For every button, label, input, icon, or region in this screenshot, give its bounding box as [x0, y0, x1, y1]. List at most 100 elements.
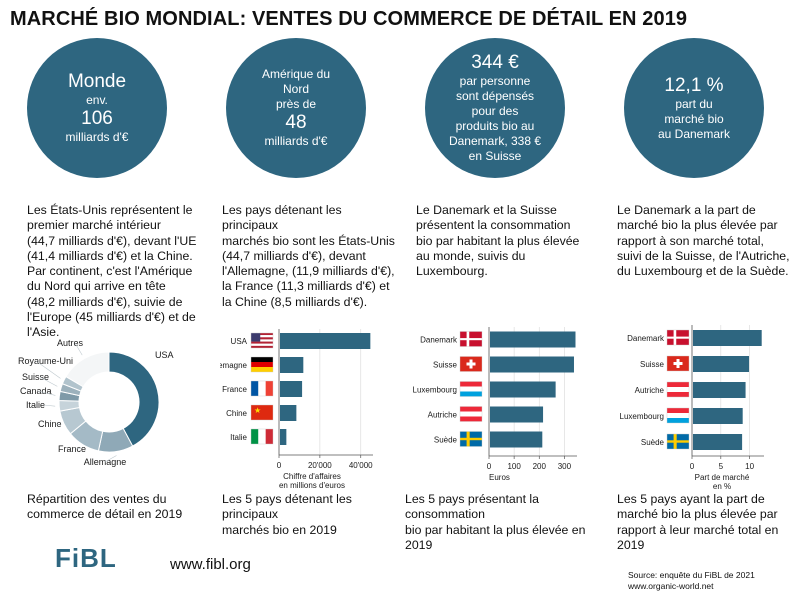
bar-france — [280, 381, 303, 397]
flag-sweden-icon — [459, 431, 483, 447]
flag-switzerland-icon — [666, 355, 690, 372]
category-label: Suisse — [433, 361, 458, 370]
bar-luxembourg — [693, 408, 743, 424]
circle-text: au Danemark — [657, 126, 731, 141]
bar-danemark — [693, 330, 762, 346]
donut-slice-usa — [108, 351, 160, 447]
paragraph-per-capita: Le Danemark et la Suisse présentent la c… — [416, 203, 591, 279]
axis-title: Chiffre d'affaires — [283, 472, 341, 481]
category-label: USA — [231, 337, 248, 346]
text-line: (44,7 milliards d'€), devant l'UE — [27, 233, 197, 248]
donut-leader-line — [37, 390, 56, 396]
donut-leader-line — [55, 423, 61, 426]
bar-chart-per-capita: 0 100 200 300 Danemark Suisse Luxembourg Autric… — [413, 327, 577, 482]
donut-leader-line — [74, 342, 83, 356]
stat-circle-world: Monde env. 106 milliards d'€ — [27, 38, 167, 178]
flag-austria-icon — [459, 406, 483, 422]
bar-suisse — [490, 356, 574, 373]
text-line: premier marché intérieur — [27, 218, 161, 233]
paragraph-top-markets: Les pays détenant les principaux marchés… — [222, 203, 397, 310]
text-line: rapport à son marché total, — [617, 233, 764, 248]
axis-title: Part de marché — [695, 473, 750, 482]
text-line: l'Europe (45 milliards d'€) et de — [27, 310, 196, 325]
donut-label: USA — [155, 350, 174, 360]
category-label: Danemark — [627, 334, 665, 343]
bar-suède — [693, 434, 743, 450]
flag-germany-icon — [250, 356, 274, 373]
website-link[interactable]: www.fibl.org — [170, 556, 251, 573]
text-line: du Nord qui arrive en tête — [27, 279, 166, 294]
text-line: marché bio la plus élevée par — [617, 218, 778, 233]
category-label: Suède — [641, 438, 665, 447]
text-line: 2019 — [617, 537, 645, 552]
text-line: suivi de la Suisse, de l'Autriche, — [617, 248, 790, 263]
flag-denmark-icon — [666, 329, 690, 346]
flag-france-icon — [250, 380, 274, 397]
donut-label: Royaume-Uni — [18, 356, 73, 366]
caption-market-share: Les 5 pays ayant la part de marché bio l… — [617, 492, 792, 553]
flag-italy-icon — [250, 428, 274, 445]
axis-title: Euros — [489, 473, 510, 482]
text-line: commerce de détail en 2019 — [27, 507, 183, 522]
circle-text: Nord — [282, 82, 309, 96]
category-label: Danemark — [420, 336, 458, 345]
category-label: France — [222, 385, 247, 394]
circle-text: env. — [86, 93, 108, 107]
donut-label: Canada — [20, 386, 52, 396]
category-label: Chine — [226, 409, 247, 418]
page-title: MARCHÉ BIO MONDIAL: VENTES DU COMMERCE D… — [10, 8, 688, 30]
flag-luxembourg-icon — [666, 407, 690, 424]
flag-usa-icon — [250, 332, 274, 349]
bar-chart-top-markets: 0 20'000 40'000 USA Allemagne France Chine ★ Ita… — [220, 329, 373, 490]
axis-title: en % — [713, 482, 731, 491]
text-line: bio par habitant la plus élevée en 2019 — [405, 522, 586, 552]
donut-leader-line — [75, 447, 81, 450]
category-label: Allemagne — [220, 361, 248, 370]
source-note: Source: enquête du FiBL de 2021 www.orga… — [628, 570, 755, 592]
bar-autriche — [693, 382, 746, 398]
tick-label: 40'000 — [349, 461, 373, 470]
donut-leader-line — [35, 360, 61, 379]
stat-circle-north-america: Amérique du Nord près de 48 milliards d'… — [226, 38, 366, 178]
axis-title: en millions d'euros — [279, 481, 345, 490]
caption-per-capita: Les 5 pays présentant la consommation bi… — [405, 492, 605, 553]
stat-circle-per-capita: 344 € par personne sont dépensés pour de… — [425, 38, 565, 178]
circle-text: pour des — [471, 104, 519, 118]
bar-luxembourg — [490, 381, 556, 398]
bar-danemark — [490, 331, 576, 348]
paragraph-world: Les États-Unis représentent le premier m… — [27, 203, 202, 341]
text-line: Les 5 pays présentant la consommation — [405, 492, 539, 522]
circle-unit: milliards d'€ — [264, 134, 328, 148]
text-line: du Luxembourg et de la Suède. — [617, 264, 789, 279]
source-line: Source: enquête du FiBL de 2021 — [628, 570, 755, 580]
tick-label: 0 — [487, 462, 492, 471]
category-label: Italie — [230, 433, 247, 442]
category-label: Suisse — [640, 360, 665, 369]
text-line: rapport à leur marché total en — [617, 522, 779, 537]
text-line: (48,2 milliards d'€), suivie de — [27, 294, 183, 309]
text-line: (44,7 milliards d'€), devant — [222, 248, 366, 263]
text-line: Les pays détenant les principaux — [222, 203, 342, 233]
text-line: présentent la consommation — [416, 218, 571, 233]
stat-circle-market-share: 12,1 % part du marché bio au Danemark — [624, 38, 764, 178]
tick-label: 0 — [277, 461, 282, 470]
donut-label: Suisse — [22, 372, 49, 382]
tick-label: 20'000 — [308, 461, 332, 470]
text-line: marchés bio sont les États-Unis — [222, 233, 395, 248]
flag-switzerland-icon — [459, 356, 483, 372]
circle-value: 106 — [81, 108, 113, 129]
bar-chart-market-share: 0 5 10 Danemark Suisse Autriche Luxembourg Suèd… — [620, 325, 764, 491]
circle-text: marché bio — [664, 111, 724, 126]
paragraph-market-share: Le Danemark a la part de marché bio la p… — [617, 203, 792, 279]
text-line: Répartition des ventes du — [27, 492, 167, 506]
category-label: Luxembourg — [413, 386, 457, 395]
bar-chine — [280, 405, 297, 421]
circle-text: Danemark, 338 € — [448, 134, 542, 148]
bar-autriche — [490, 406, 544, 423]
tick-label: 5 — [719, 462, 724, 471]
text-line: bio par habitant la plus élevée — [416, 233, 580, 248]
caption-donut: Répartition des ventes du commerce de dé… — [27, 492, 202, 523]
text-line: Le Danemark et la Suisse — [416, 203, 557, 217]
donut-label: Italie — [26, 400, 45, 410]
source-line[interactable]: www.organic-world.net — [628, 581, 714, 591]
